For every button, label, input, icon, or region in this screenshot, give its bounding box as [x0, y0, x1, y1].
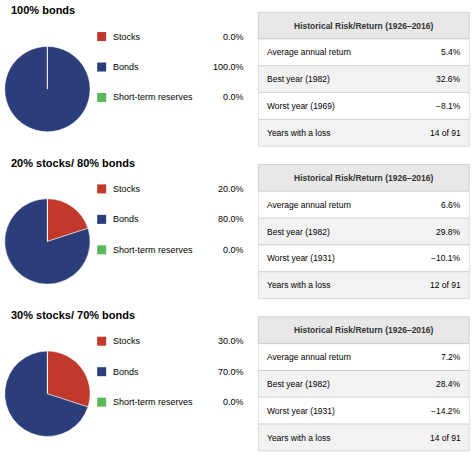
svg-text:Worst year (1931): Worst year (1931): [267, 253, 335, 263]
svg-text:Average annual return: Average annual return: [267, 200, 351, 210]
svg-text:29.8%: 29.8%: [436, 227, 461, 237]
svg-text:20% stocks/ 80% bonds: 20% stocks/ 80% bonds: [11, 157, 135, 169]
svg-text:14 of 91: 14 of 91: [430, 128, 461, 138]
svg-text:Best year (1982): Best year (1982): [267, 379, 330, 389]
svg-text:12 of 91: 12 of 91: [430, 280, 461, 290]
svg-text:30.0%: 30.0%: [218, 336, 244, 346]
svg-text:Historical Risk/Return (1926–2: Historical Risk/Return (1926–2016): [294, 325, 434, 335]
svg-text:Short-term reserves: Short-term reserves: [113, 397, 193, 407]
svg-text:30% stocks/ 70% bonds: 30% stocks/ 70% bonds: [11, 309, 135, 321]
svg-text:32.6%: 32.6%: [436, 74, 461, 84]
svg-text:Worst year (1969): Worst year (1969): [267, 101, 335, 111]
svg-text:5.4%: 5.4%: [441, 47, 461, 57]
svg-text:Short-term reserves: Short-term reserves: [113, 245, 193, 255]
svg-text:Years with a loss: Years with a loss: [267, 280, 330, 290]
svg-text:Historical Risk/Return (1926–2: Historical Risk/Return (1926–2016): [294, 21, 434, 31]
svg-text:Historical Risk/Return (1926–2: Historical Risk/Return (1926–2016): [294, 173, 434, 183]
svg-text:Average annual return: Average annual return: [267, 352, 351, 362]
svg-text:Bonds: Bonds: [113, 62, 139, 72]
svg-text:Average annual return: Average annual return: [267, 47, 351, 57]
svg-text:Stocks: Stocks: [113, 184, 141, 194]
svg-text:6.6%: 6.6%: [441, 200, 461, 210]
svg-text:Worst year (1931): Worst year (1931): [267, 406, 335, 416]
svg-text:80.0%: 80.0%: [218, 214, 244, 224]
svg-text:100.0%: 100.0%: [213, 62, 244, 72]
svg-text:−14.2%: −14.2%: [431, 406, 461, 416]
svg-text:Best year (1982): Best year (1982): [267, 227, 330, 237]
svg-text:0.0%: 0.0%: [223, 397, 244, 407]
svg-text:Bonds: Bonds: [113, 367, 139, 377]
svg-text:0.0%: 0.0%: [223, 32, 244, 42]
svg-text:Stocks: Stocks: [113, 32, 141, 42]
svg-text:Stocks: Stocks: [113, 336, 141, 346]
svg-text:100% bonds: 100% bonds: [11, 4, 75, 16]
svg-text:Best year (1982): Best year (1982): [267, 74, 330, 84]
svg-text:14 of 91: 14 of 91: [430, 433, 461, 443]
svg-text:70.0%: 70.0%: [218, 367, 244, 377]
svg-text:−10.1%: −10.1%: [431, 253, 461, 263]
svg-text:0.0%: 0.0%: [223, 92, 244, 102]
svg-text:Bonds: Bonds: [113, 214, 139, 224]
svg-text:Years with a loss: Years with a loss: [267, 128, 330, 138]
svg-text:−8.1%: −8.1%: [436, 101, 461, 111]
svg-text:0.0%: 0.0%: [223, 245, 244, 255]
svg-text:20.0%: 20.0%: [218, 184, 244, 194]
svg-text:Short-term reserves: Short-term reserves: [113, 92, 193, 102]
svg-text:28.4%: 28.4%: [436, 379, 461, 389]
svg-text:Years with a loss: Years with a loss: [267, 433, 330, 443]
svg-text:7.2%: 7.2%: [441, 352, 461, 362]
